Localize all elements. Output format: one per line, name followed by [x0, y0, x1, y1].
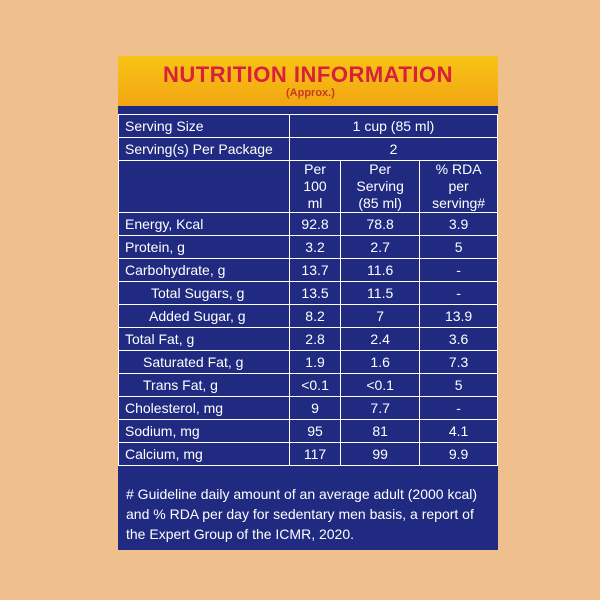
footnote-line: # Guideline daily amount of an average a…: [126, 486, 477, 502]
per100-value: 9: [288, 396, 342, 420]
nutrient-label: Sodium, mg: [118, 419, 290, 443]
rda-value: 3.6: [419, 327, 498, 351]
table-row: Sodium, mg 95 81 4.1: [118, 419, 498, 443]
col-header-per100-line1: Per: [304, 161, 326, 177]
col-header-perserving: Per Serving (85 ml): [340, 160, 421, 213]
perserving-value: 2.7: [340, 235, 421, 259]
perserving-value: <0.1: [340, 373, 421, 397]
column-header-row: Per 100 ml Per Serving (85 ml) % RDA per…: [118, 160, 498, 213]
table-row: Total Fat, g 2.8 2.4 3.6: [118, 327, 498, 351]
table-row: Total Sugars, g 13.5 11.5 -: [118, 281, 498, 305]
table-row: Carbohydrate, g 13.7 11.6 -: [118, 258, 498, 282]
rda-value: 13.9: [419, 304, 498, 328]
rda-value: 5: [419, 235, 498, 259]
per100-value: <0.1: [288, 373, 342, 397]
perserving-value: 11.5: [340, 281, 421, 305]
rda-value: -: [419, 281, 498, 305]
col-header-per100-line2: 100 ml: [303, 178, 327, 211]
per100-value: 3.2: [288, 235, 342, 259]
servings-per-package-value: 2: [289, 137, 498, 161]
table-row: Calcium, mg 117 99 9.9: [118, 442, 498, 466]
rda-value: -: [419, 396, 498, 420]
table-row: Energy, Kcal 92.8 78.8 3.9: [118, 212, 498, 236]
table-row: Cholesterol, mg 9 7.7 -: [118, 396, 498, 420]
footnote-line: and % RDA per day for sedentary men basi…: [126, 506, 474, 522]
table-row: Protein, g 3.2 2.7 5: [118, 235, 498, 259]
table-row: Saturated Fat, g 1.9 1.6 7.3: [118, 350, 498, 374]
nutrient-label: Total Sugars, g: [118, 281, 290, 305]
nutrient-label: Saturated Fat, g: [118, 350, 290, 374]
rda-value: 9.9: [419, 442, 498, 466]
perserving-value: 2.4: [340, 327, 421, 351]
col-header-perserving-line2: (85 ml): [358, 195, 402, 211]
table-row: Added Sugar, g 8.2 7 13.9: [118, 304, 498, 328]
serving-size-value: 1 cup (85 ml): [289, 114, 498, 138]
per100-value: 13.7: [288, 258, 342, 282]
table-row: Trans Fat, g <0.1 <0.1 5: [118, 373, 498, 397]
nutrient-label: Cholesterol, mg: [118, 396, 290, 420]
nutrient-label: Total Fat, g: [118, 327, 290, 351]
rda-value: 4.1: [419, 419, 498, 443]
col-header-rda: % RDA per serving#: [419, 160, 498, 213]
nutrient-label: Added Sugar, g: [118, 304, 290, 328]
footnote: # Guideline daily amount of an average a…: [126, 484, 492, 544]
perserving-value: 81: [340, 419, 421, 443]
per100-value: 1.9: [288, 350, 342, 374]
nutrition-table: Serving Size 1 cup (85 ml) Serving(s) Pe…: [118, 114, 498, 466]
per100-value: 117: [288, 442, 342, 466]
servings-per-package-row: Serving(s) Per Package 2: [118, 137, 498, 161]
nutrient-label: Calcium, mg: [118, 442, 290, 466]
panel-title: NUTRITION INFORMATION: [163, 62, 453, 87]
footnote-line: the Expert Group of the ICMR, 2020.: [126, 526, 355, 542]
nutrient-label: Trans Fat, g: [118, 373, 290, 397]
servings-per-package-label: Serving(s) Per Package: [118, 137, 290, 161]
perserving-value: 7.7: [340, 396, 421, 420]
col-header-rda-line2: serving#: [432, 195, 486, 211]
serving-size-row: Serving Size 1 cup (85 ml): [118, 114, 498, 138]
rda-value: 7.3: [419, 350, 498, 374]
rda-value: 3.9: [419, 212, 498, 236]
col-header-perserving-line1: Per Serving: [356, 161, 404, 194]
col-header-rda-line1: % RDA per: [435, 161, 482, 194]
per100-value: 8.2: [288, 304, 342, 328]
per100-value: 92.8: [288, 212, 342, 236]
rda-value: 5: [419, 373, 498, 397]
per100-value: 13.5: [288, 281, 342, 305]
perserving-value: 99: [340, 442, 421, 466]
serving-size-label: Serving Size: [118, 114, 290, 138]
per100-value: 95: [288, 419, 342, 443]
perserving-value: 7: [340, 304, 421, 328]
nutrient-label: Energy, Kcal: [118, 212, 290, 236]
panel-subtitle: (Approx.): [286, 87, 335, 99]
header-blank-cell: [118, 160, 290, 213]
col-header-per100: Per 100 ml: [288, 160, 342, 213]
perserving-value: 1.6: [340, 350, 421, 374]
nutrient-label: Protein, g: [118, 235, 290, 259]
per100-value: 2.8: [288, 327, 342, 351]
header-band: NUTRITION INFORMATION (Approx.): [118, 56, 498, 106]
rda-value: -: [419, 258, 498, 282]
nutrient-label: Carbohydrate, g: [118, 258, 290, 282]
perserving-value: 11.6: [340, 258, 421, 282]
nutrition-panel: NUTRITION INFORMATION (Approx.) Serving …: [118, 56, 498, 550]
perserving-value: 78.8: [340, 212, 421, 236]
